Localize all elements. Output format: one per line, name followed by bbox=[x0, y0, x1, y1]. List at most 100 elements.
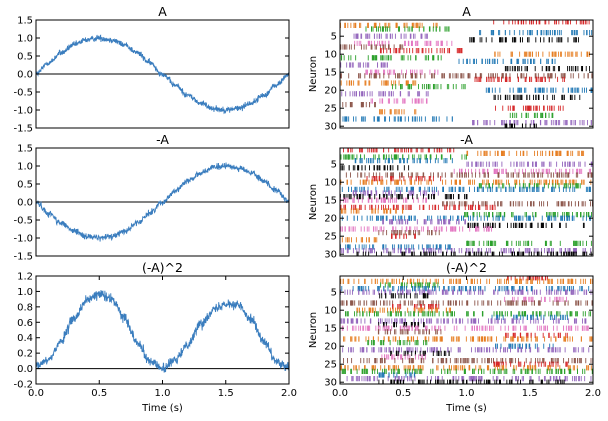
y-axis-title: Neuron bbox=[308, 184, 319, 220]
y-tick-label: 20 bbox=[324, 86, 337, 97]
y-tick-label: 30 bbox=[324, 250, 337, 261]
spike-row-22 bbox=[493, 94, 581, 100]
plot-area bbox=[36, 34, 289, 115]
spike-row-13 bbox=[340, 62, 388, 68]
y-tick-label: 0.8 bbox=[17, 302, 33, 313]
y-tick-label: -1.5 bbox=[13, 124, 33, 135]
spike-row-20 bbox=[485, 87, 593, 93]
spike-row-6 bbox=[469, 37, 579, 43]
plot-area bbox=[340, 276, 593, 384]
spike-row-2 bbox=[340, 22, 438, 28]
y-tick-label: 25 bbox=[324, 104, 337, 115]
x-tick-label: 1.5 bbox=[218, 388, 234, 399]
x-tick-label: 2.0 bbox=[281, 388, 297, 399]
panel-3: -1.5 -1.0 -0.5 0.0 0.5 1.0 1.5 -A bbox=[13, 132, 290, 263]
spike-row-7 bbox=[504, 296, 567, 302]
y-tick-label: 20 bbox=[324, 214, 337, 225]
axes-frame bbox=[339, 147, 594, 257]
y-tick-label: 1.0 bbox=[17, 162, 33, 173]
spike-row-22 bbox=[467, 222, 585, 228]
spike-row-4 bbox=[479, 30, 593, 36]
spike-row-7 bbox=[354, 40, 453, 46]
spike-row-27 bbox=[466, 240, 592, 246]
y-tick-label: -0.5 bbox=[13, 88, 33, 99]
spike-row-8 bbox=[340, 300, 593, 306]
y-tick-label: 25 bbox=[324, 232, 337, 243]
y-tick-label: 1.5 bbox=[17, 144, 33, 155]
x-axis-title: Time (s) bbox=[141, 403, 183, 414]
y-tick-label: 0.0 bbox=[17, 198, 33, 209]
y-tick-label: 10 bbox=[324, 50, 337, 61]
spike-row-29 bbox=[340, 248, 592, 254]
spike-row-21 bbox=[341, 91, 429, 97]
y-tick-label: 0.5 bbox=[17, 52, 33, 63]
spike-row-8 bbox=[345, 172, 593, 178]
spike-row-9 bbox=[366, 176, 442, 182]
spike-row-6 bbox=[379, 293, 429, 299]
series-line-1 bbox=[36, 290, 289, 374]
y-tick-label: -1.0 bbox=[13, 106, 33, 117]
spike-row-29 bbox=[346, 376, 592, 382]
panel-title: A bbox=[462, 4, 471, 19]
plot-area bbox=[340, 20, 593, 128]
spike-row-7 bbox=[453, 168, 593, 174]
spike-row-12 bbox=[458, 58, 556, 64]
plot-area bbox=[36, 162, 289, 242]
y-tick-label: 15 bbox=[324, 68, 337, 79]
x-tick-label: 0.5 bbox=[91, 388, 107, 399]
spike-row-11 bbox=[340, 55, 442, 61]
spike-row-25 bbox=[390, 233, 416, 239]
y-tick-label: 15 bbox=[324, 196, 337, 207]
y-tick-label: -0.2 bbox=[13, 380, 33, 391]
y-tick-label: 1.2 bbox=[17, 272, 33, 283]
spike-row-29 bbox=[472, 120, 592, 126]
y-tick-label: 1.0 bbox=[17, 34, 33, 45]
spike-row-27 bbox=[509, 112, 554, 118]
y-tick-label: 0.0 bbox=[17, 364, 33, 375]
spike-row-5 bbox=[353, 33, 428, 39]
spike-row-5 bbox=[466, 161, 593, 167]
spike-row-9 bbox=[379, 48, 463, 54]
y-tick-label: -1.0 bbox=[13, 234, 33, 245]
spike-row-13 bbox=[340, 318, 587, 324]
series-line-1 bbox=[36, 34, 289, 115]
spike-row-26 bbox=[341, 237, 378, 243]
spike-row-15 bbox=[341, 325, 589, 331]
spike-row-3 bbox=[365, 26, 450, 32]
y-tick-label: 0.4 bbox=[17, 333, 33, 344]
y-tick-label: -1.5 bbox=[13, 252, 33, 263]
spike-row-19 bbox=[464, 212, 592, 218]
spike-row-5 bbox=[340, 289, 593, 295]
spike-row-24 bbox=[343, 358, 593, 364]
y-tick-label: 30 bbox=[324, 122, 337, 133]
spike-row-14 bbox=[340, 194, 468, 200]
spike-row-12 bbox=[341, 186, 591, 192]
y-tick-label: 5 bbox=[331, 32, 337, 43]
spike-row-20 bbox=[341, 215, 592, 221]
spike-row-4 bbox=[354, 158, 453, 164]
spike-row-25 bbox=[495, 105, 564, 111]
axes-frame bbox=[339, 19, 594, 129]
y-tick-label: 1.5 bbox=[17, 16, 33, 27]
spike-row-24 bbox=[342, 102, 376, 108]
panel-title: -A bbox=[156, 132, 169, 147]
spike-row-26 bbox=[379, 109, 417, 115]
spike-row-16 bbox=[377, 329, 442, 335]
spike-row-28 bbox=[342, 116, 453, 122]
spike-row-22 bbox=[390, 350, 450, 356]
spike-row-27 bbox=[341, 368, 593, 374]
spike-row-18 bbox=[340, 208, 404, 214]
spike-row-2 bbox=[466, 150, 593, 156]
series-line-1 bbox=[36, 162, 289, 242]
spike-row-18 bbox=[340, 80, 417, 86]
y-tick-label: 10 bbox=[324, 178, 337, 189]
y-tick-label: 0.0 bbox=[17, 70, 33, 81]
x-tick-label: 1.0 bbox=[155, 388, 171, 399]
y-axis-title: Neuron bbox=[308, 56, 319, 92]
spike-row-3 bbox=[380, 282, 439, 288]
y-tick-label: 0.2 bbox=[17, 349, 33, 360]
spike-row-23 bbox=[370, 98, 428, 104]
plot-area bbox=[36, 290, 289, 374]
